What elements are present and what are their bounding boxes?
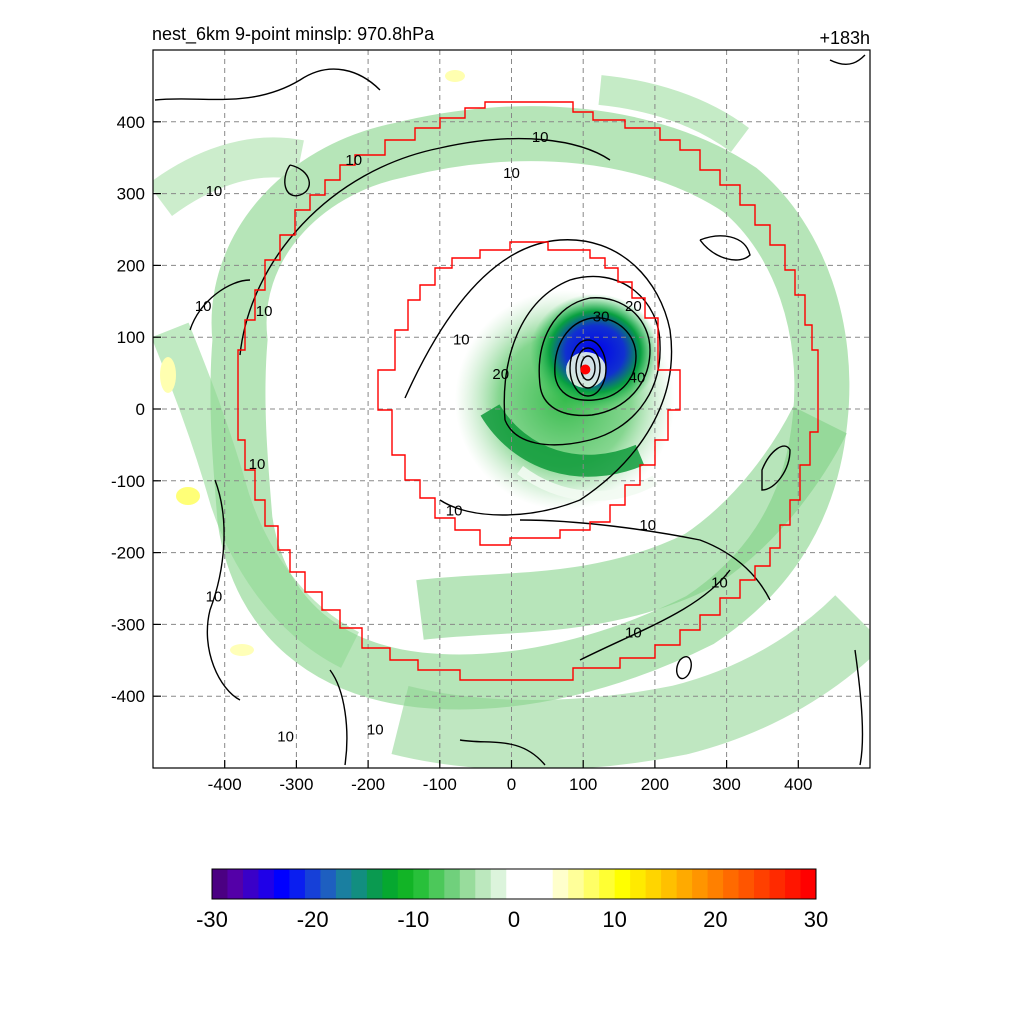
colorbar-swatch: [444, 869, 461, 899]
colorbar-swatch: [258, 869, 275, 899]
x-tick-label: 0: [507, 775, 516, 794]
colorbar-swatch: [289, 869, 306, 899]
colorbar-swatch: [785, 869, 802, 899]
colorbar-swatch: [800, 869, 817, 899]
contour-label: 10: [256, 303, 273, 320]
contour-label: 20: [625, 298, 642, 315]
chart-title: nest_6km 9-point minslp: 970.8hPa: [152, 24, 435, 45]
contour-label: 10: [249, 456, 266, 473]
x-tick-label: 300: [712, 775, 740, 794]
storm-center-marker: [580, 364, 591, 375]
x-tick-label: 200: [641, 775, 669, 794]
contour-label: 10: [206, 589, 223, 606]
colorbar-swatch: [645, 869, 662, 899]
colorbar-swatch: [676, 869, 693, 899]
colorbar-swatch: [537, 869, 554, 899]
y-tick-label: 0: [136, 400, 145, 419]
x-tick-label: -300: [279, 775, 313, 794]
x-tick-label: -400: [208, 775, 242, 794]
colorbar-swatch: [397, 869, 414, 899]
colorbar-swatch: [568, 869, 585, 899]
x-tick-label: 400: [784, 775, 812, 794]
y-axis: 400 300 200 100 0 -100 -200 -300 -400: [111, 113, 161, 706]
colorbar-tick-label: 0: [508, 907, 520, 932]
y-tick-label: 100: [117, 328, 145, 347]
colorbar-swatch: [475, 869, 492, 899]
inner-nest-boundary: [377, 241, 681, 546]
contour-label: 30: [593, 309, 610, 326]
contour-label: 10: [345, 152, 362, 169]
x-axis: -400 -300 -200 -100 0 100 200 300 400: [208, 760, 812, 794]
colorbar-tick-label: -20: [297, 907, 329, 932]
colorbar-swatch: [428, 869, 445, 899]
contour-label: 10: [277, 729, 294, 746]
contour-label: 10: [625, 625, 642, 642]
y-tick-label: 400: [117, 113, 145, 132]
colorbar-swatch: [273, 869, 290, 899]
contour-lines: [154, 54, 866, 766]
contour-labels: 10 10 10 10 10 10 10 20 30 20 40 10 10 10 10 10 10 10 10: [195, 129, 728, 746]
contour-label: 10: [639, 517, 656, 534]
y-tick-label: -400: [111, 687, 145, 706]
colorbar-swatch: [459, 869, 476, 899]
colorbar-swatch: [707, 869, 724, 899]
y-tick-label: -200: [111, 544, 145, 563]
colorbar-ticks: -30 -20 -10 0 10 20 30: [196, 907, 828, 932]
x-tick-label: -200: [351, 775, 385, 794]
colorbar-swatch: [614, 869, 631, 899]
colorbar-swatch: [506, 869, 523, 899]
contour-label: 10: [453, 332, 470, 349]
colorbar-swatch: [366, 869, 383, 899]
nest-boundaries: [237, 101, 819, 681]
colorbar: [211, 868, 817, 900]
colorbar-swatch: [723, 869, 740, 899]
y-tick-label: -100: [111, 472, 145, 491]
y-tick-label: 300: [117, 185, 145, 204]
forecast-hour: +183h: [819, 28, 870, 48]
colorbar-swatch: [227, 869, 244, 899]
colorbar-swatch: [212, 869, 228, 899]
y-tick-label: 200: [117, 256, 145, 275]
colorbar-swatch: [769, 869, 786, 899]
contour-label: 10: [711, 574, 728, 591]
colorbar-swatch: [490, 869, 507, 899]
contour-label: 10: [367, 722, 384, 739]
x-tick-label: 100: [569, 775, 597, 794]
colorbar-swatch: [382, 869, 399, 899]
colorbar-tick-label: -30: [196, 907, 228, 932]
contour-label: 40: [629, 370, 646, 387]
contour-label: 10: [206, 183, 223, 200]
shaded-field: [153, 70, 870, 768]
colorbar-swatch: [521, 869, 538, 899]
contour-label: 10: [446, 503, 463, 520]
colorbar-swatch: [754, 869, 771, 899]
colorbar-frame: [211, 868, 817, 900]
colorbar-swatch: [351, 869, 368, 899]
colorbar-swatch: [692, 869, 709, 899]
contour-label: 20: [492, 366, 509, 383]
colorbar-swatch: [599, 869, 616, 899]
colorbar-swatch: [661, 869, 678, 899]
colorbar-swatch: [320, 869, 337, 899]
contour-label: 10: [503, 165, 520, 182]
contour-label: 10: [195, 298, 212, 315]
x-tick-label: -100: [423, 775, 457, 794]
colorbar-swatch: [242, 869, 259, 899]
colorbar-swatch: [304, 869, 321, 899]
colorbar-tick-label: 20: [703, 907, 727, 932]
colorbar-tick-label: -10: [397, 907, 429, 932]
colorbar-swatch: [738, 869, 755, 899]
colorbar-swatch: [583, 869, 600, 899]
colorbar-swatch: [630, 869, 647, 899]
y-tick-label: -300: [111, 615, 145, 634]
colorbar-swatch: [552, 869, 569, 899]
outer-nest-boundary: [237, 101, 819, 681]
colorbar-swatch: [335, 869, 352, 899]
colorbar-tick-label: 10: [602, 907, 626, 932]
colorbar-tick-label: 30: [804, 907, 828, 932]
colorbar-swatch: [413, 869, 430, 899]
contour-label: 10: [532, 129, 549, 146]
